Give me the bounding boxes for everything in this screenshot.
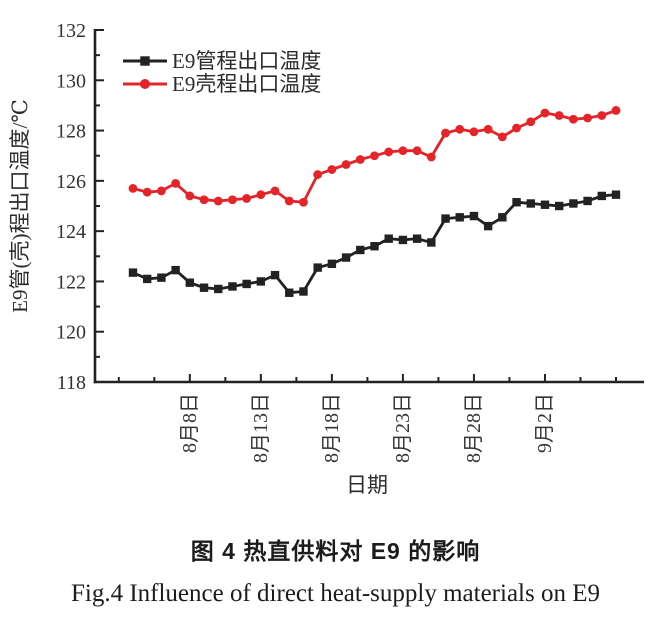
series-marker-square	[356, 245, 365, 255]
caption-chinese: 图 4 热直供料对 E9 的影响	[190, 538, 481, 564]
series-marker-circle	[199, 195, 209, 205]
series-marker-circle	[540, 108, 550, 118]
series-marker-square	[398, 235, 408, 245]
series-marker-circle	[412, 146, 422, 156]
series-marker-circle	[398, 146, 408, 156]
series-marker-square	[498, 213, 507, 222]
series-marker-square	[441, 214, 450, 223]
series-marker-circle	[526, 117, 536, 127]
series-marker-circle	[469, 127, 479, 137]
x-tick-label: 8月28日	[463, 393, 485, 463]
y-tick-label: 132	[56, 20, 86, 42]
y-tick-label: 128	[56, 121, 86, 143]
series-marker-circle	[142, 187, 152, 197]
series-marker-square	[384, 234, 393, 243]
series-marker-circle	[256, 190, 266, 200]
series-marker-square	[242, 279, 251, 289]
chart-generated-layer: 118 120 122 124 126 128 130 132 8月8日 8月13日 8月18日 8月…	[56, 20, 644, 463]
series-marker-circle	[341, 160, 351, 169]
series-marker-circle	[455, 124, 465, 134]
y-axis-title: E9管(壳)程出口温度/℃	[8, 99, 32, 313]
x-tick-label: 9月2日	[534, 393, 556, 453]
x-tick-label: 8月23日	[392, 393, 414, 463]
series-marker-square	[611, 190, 621, 199]
series-marker-circle	[597, 111, 607, 120]
series-marker-circle	[554, 111, 564, 120]
series-marker-circle	[327, 165, 337, 174]
x-tick-label: 8月18日	[321, 393, 343, 463]
y-tick-label: 124	[56, 221, 86, 243]
series-marker-circle	[497, 132, 507, 142]
series-marker-square	[597, 191, 606, 201]
series-marker-square	[171, 265, 180, 275]
series-marker-circle	[213, 196, 223, 206]
series-marker-circle	[128, 184, 138, 193]
series-marker-circle	[611, 106, 621, 115]
series-marker-square	[483, 221, 493, 231]
series-marker-square	[313, 263, 322, 272]
series-marker-circle	[171, 178, 181, 188]
y-tick-label: 122	[56, 271, 86, 293]
series-marker-square	[157, 273, 166, 282]
series-marker-circle	[313, 170, 323, 179]
x-tick-label: 8月8日	[179, 393, 201, 453]
legend-marker-circle	[140, 79, 150, 89]
series-marker-square	[327, 259, 337, 269]
legend-marker-square	[140, 56, 150, 66]
series-marker-square	[412, 234, 422, 243]
series-marker-circle	[242, 194, 252, 203]
series-marker-circle	[157, 186, 166, 196]
series-marker-square	[455, 213, 464, 222]
series-marker-circle	[370, 151, 379, 161]
series-marker-square	[143, 274, 152, 284]
series-marker-square	[185, 278, 195, 287]
series-marker-circle	[270, 186, 280, 196]
series-marker-square	[256, 277, 266, 286]
series-marker-square	[370, 242, 379, 251]
y-tick-label: 120	[56, 322, 86, 344]
series-marker-square	[199, 283, 209, 292]
legend-label-tube-side: E9管程出口温度	[172, 49, 321, 73]
series-marker-circle	[512, 123, 521, 133]
series-marker-circle	[583, 113, 592, 123]
series-marker-circle	[441, 128, 450, 138]
series-marker-square	[228, 282, 237, 291]
series-marker-square	[540, 200, 550, 209]
series-marker-square	[569, 199, 578, 208]
series-marker-square	[299, 287, 308, 296]
series-marker-square	[128, 268, 138, 277]
series-marker-square	[469, 211, 479, 221]
series-marker-circle	[568, 114, 578, 124]
y-tick-label: 130	[56, 70, 86, 92]
series-marker-circle	[228, 195, 237, 205]
series-marker-square	[427, 238, 436, 247]
x-tick-label: 8月13日	[250, 393, 272, 463]
series-marker-circle	[384, 147, 394, 157]
y-tick-label: 126	[56, 171, 86, 193]
series-marker-square	[341, 253, 351, 262]
series-marker-square	[285, 288, 294, 297]
series-marker-circle	[185, 191, 195, 201]
series-marker-square	[554, 201, 564, 211]
x-axis-title: 日期	[346, 473, 388, 497]
series-marker-circle	[483, 124, 493, 134]
series-marker-square	[270, 270, 280, 280]
series-marker-square	[214, 284, 223, 294]
series-marker-circle	[284, 196, 294, 206]
y-tick-label: 118	[57, 372, 86, 394]
caption-english: Fig.4 Influence of direct heat-supply ma…	[70, 580, 600, 607]
legend-label-shell-side: E9壳程出口温度	[172, 72, 321, 96]
series-marker-circle	[299, 197, 308, 207]
series-marker-circle	[426, 152, 436, 162]
series-marker-square	[512, 198, 521, 207]
series-marker-circle	[355, 155, 365, 164]
line-chart: 118 120 122 124 126 128 130 132 8月8日 8月13日 8月18日 8月…	[8, 20, 644, 497]
series-marker-square	[583, 196, 592, 206]
series-marker-square	[526, 199, 535, 208]
